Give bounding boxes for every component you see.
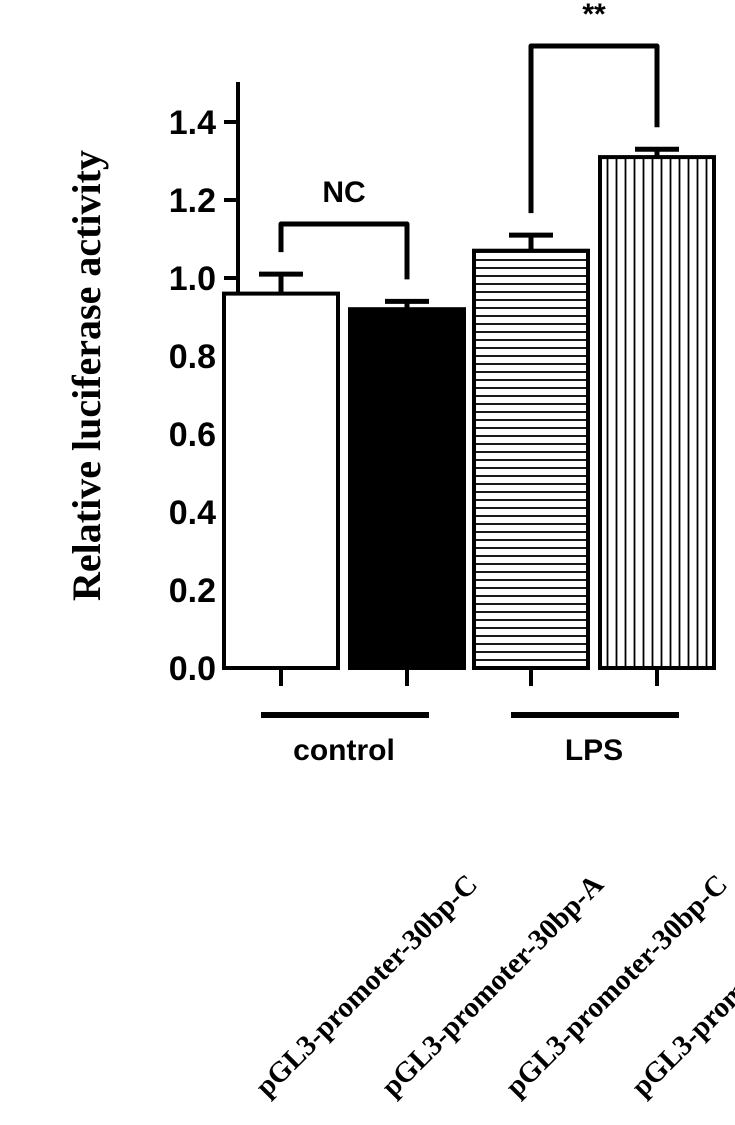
- bar: [598, 155, 716, 670]
- y-axis: 0.0 0.2 0.4 0.6 0.8 1.0 1.2 1.4 Relative lucifer…: [64, 82, 240, 688]
- x-category-label: pGL3-promoter-30bp-A: [375, 868, 610, 1103]
- group-label: control: [293, 734, 395, 767]
- y-axis-label: Relative luciferase activity: [64, 150, 109, 601]
- bar: [472, 248, 590, 670]
- y-tick-label: 0.4: [169, 494, 216, 532]
- significance-label: NC: [322, 176, 365, 209]
- y-tick-label: 1.4: [169, 104, 216, 142]
- group-label: LPS: [565, 734, 623, 767]
- significance-bracket: [528, 43, 660, 214]
- significance-label: **: [582, 0, 606, 31]
- y-tick-label: 0.6: [169, 416, 216, 454]
- y-tick-label: 0.0: [169, 650, 216, 688]
- y-tick-label: 0.2: [169, 572, 216, 610]
- y-tick-label: 1.2: [169, 182, 216, 220]
- y-tick-label: 0.8: [169, 338, 216, 376]
- x-category-label: pGL3-promoter-30bp-C: [249, 868, 484, 1103]
- bar: [222, 291, 340, 670]
- x-category-label: pGL3-promoter-30bp-C: [499, 868, 734, 1103]
- significance-bracket: [278, 221, 410, 280]
- y-tick-label: 1.0: [169, 260, 216, 298]
- bars: [222, 146, 716, 686]
- bar: [348, 307, 466, 670]
